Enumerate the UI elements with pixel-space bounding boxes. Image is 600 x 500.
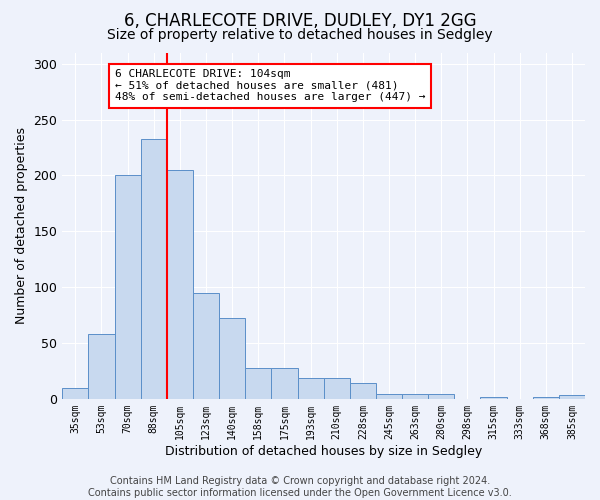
Text: Contains HM Land Registry data © Crown copyright and database right 2024.
Contai: Contains HM Land Registry data © Crown c…	[88, 476, 512, 498]
Bar	[271, 368, 298, 399]
X-axis label: Distribution of detached houses by size in Sedgley: Distribution of detached houses by size …	[165, 444, 482, 458]
Text: Size of property relative to detached houses in Sedgley: Size of property relative to detached ho…	[107, 28, 493, 42]
Bar	[559, 396, 585, 399]
Bar	[376, 394, 402, 399]
Bar	[533, 396, 559, 399]
Bar	[245, 368, 271, 399]
Bar	[167, 170, 193, 399]
Bar	[298, 378, 323, 399]
Text: 6, CHARLECOTE DRIVE, DUDLEY, DY1 2GG: 6, CHARLECOTE DRIVE, DUDLEY, DY1 2GG	[124, 12, 476, 30]
Bar	[428, 394, 454, 399]
Bar	[481, 396, 506, 399]
Bar	[115, 176, 140, 399]
Bar	[88, 334, 115, 399]
Bar	[219, 318, 245, 399]
Bar	[323, 378, 350, 399]
Y-axis label: Number of detached properties: Number of detached properties	[15, 127, 28, 324]
Bar	[140, 138, 167, 399]
Bar	[402, 394, 428, 399]
Bar	[350, 383, 376, 399]
Bar	[62, 388, 88, 399]
Text: 6 CHARLECOTE DRIVE: 104sqm
← 51% of detached houses are smaller (481)
48% of sem: 6 CHARLECOTE DRIVE: 104sqm ← 51% of deta…	[115, 70, 425, 102]
Bar	[193, 292, 219, 399]
